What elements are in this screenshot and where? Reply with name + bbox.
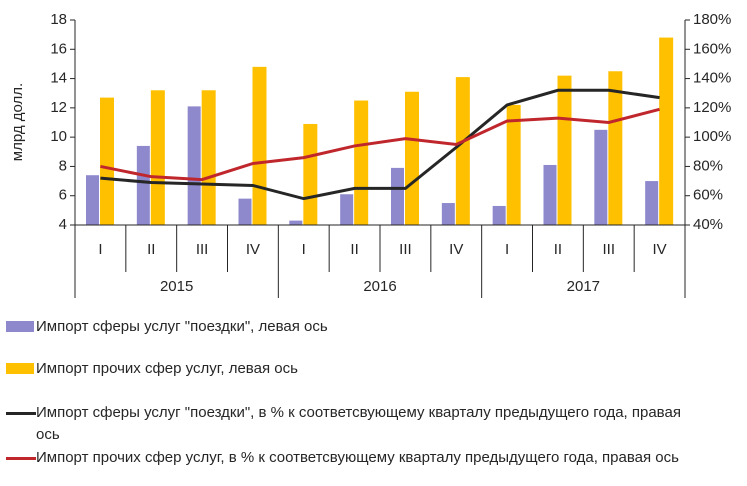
bar	[86, 175, 99, 225]
bar	[303, 123, 318, 225]
y-tick-label: 8	[59, 157, 67, 174]
y2-tick-label: 40%	[693, 216, 723, 233]
bar	[340, 194, 354, 225]
chart: млрд долл. 4 6 8 10 12 14 16 18 40% 60% 80% 100% 120…	[9, 11, 731, 298]
line	[100, 88, 660, 201]
bar	[441, 203, 455, 225]
x-tick-label: II	[147, 241, 155, 258]
bar	[136, 145, 150, 225]
y2-tick-label: 120%	[693, 99, 731, 116]
x-tick-label: I	[98, 241, 102, 258]
bar	[238, 198, 252, 225]
line	[100, 107, 660, 182]
x-tick-label: II	[554, 241, 562, 258]
legend-icon	[0, 402, 36, 424]
x-tick-label: II	[350, 241, 358, 258]
bar	[405, 91, 419, 225]
legend-icon	[0, 358, 34, 380]
bar	[492, 205, 506, 225]
y-tick-label: 12	[50, 99, 67, 116]
legend-icon	[0, 447, 36, 469]
y2-tick-label: 160%	[693, 40, 731, 57]
bar	[543, 164, 557, 225]
x-tick-label: IV	[449, 241, 463, 258]
bar	[594, 129, 608, 225]
y-tick-label: 16	[50, 40, 67, 57]
x-tick-label: I	[505, 241, 509, 258]
y2-tick-label: 100%	[693, 128, 731, 145]
legend-entry: Импорт сферы услуг "поездки", в % к соот…	[0, 402, 701, 446]
legend-entry: Импорт прочих сфер услуг, левая ось	[0, 358, 701, 380]
y-tick-label: 18	[50, 11, 67, 28]
legend-label: Импорт сферы услуг "поездки", в % к соот…	[36, 404, 681, 443]
y2-tick-label: 180%	[693, 11, 731, 28]
bar	[252, 66, 267, 225]
y2-tick-label: 80%	[693, 157, 723, 174]
bar	[557, 75, 572, 226]
y-tick-label: 14	[50, 70, 67, 87]
bar	[100, 97, 114, 225]
bar	[187, 106, 201, 225]
x-tick-label: III	[399, 241, 412, 258]
bar	[201, 90, 216, 226]
legend-label: Импорт прочих сфер услуг, левая ось	[36, 360, 298, 377]
legend-entry: Импорт сферы услуг "поездки", левая ось	[0, 316, 701, 338]
y-tick-label: 4	[59, 216, 67, 233]
y-axis-label: млрд долл.	[9, 83, 26, 161]
y2-tick-label: 60%	[693, 187, 723, 204]
year-label: 2016	[363, 278, 396, 295]
bar	[391, 167, 404, 225]
y-tick-label: 10	[50, 128, 67, 145]
year-label: 2017	[567, 278, 600, 295]
y-tick-label: 6	[59, 187, 67, 204]
legend-label: Импорт прочих сфер услуг, в % к соответс…	[36, 449, 679, 466]
x-tick-label: I	[302, 241, 306, 258]
x-tick-label: III	[196, 241, 209, 258]
bar	[354, 100, 369, 225]
bar	[506, 104, 521, 225]
x-tick-label: IV	[246, 241, 260, 258]
legend-label: Импорт сферы услуг "поездки", левая ось	[36, 318, 328, 335]
bar	[645, 181, 659, 225]
x-tick-label: IV	[652, 241, 666, 258]
bar	[289, 220, 303, 225]
legend-entry: Импорт прочих сфер услуг, в % к соответс…	[0, 447, 701, 469]
bar	[608, 71, 623, 225]
year-label: 2015	[160, 278, 193, 295]
bar	[659, 37, 674, 226]
legend-icon	[0, 316, 34, 338]
x-tick-label: III	[602, 241, 615, 258]
y2-tick-label: 140%	[693, 70, 731, 87]
bar	[150, 90, 165, 226]
bar	[455, 77, 470, 225]
